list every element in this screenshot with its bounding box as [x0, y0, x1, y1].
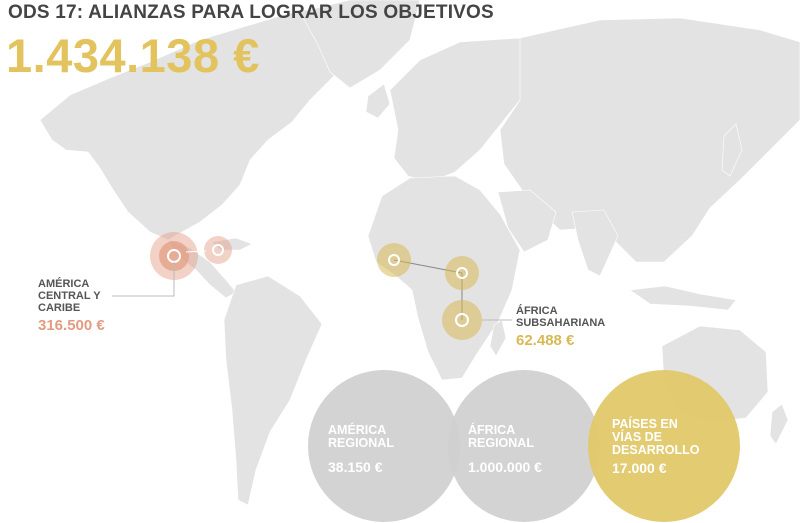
america-central-inner-ring [159, 241, 189, 271]
uk-landmass [365, 83, 391, 119]
america-central-label-line-1: AMÉRICA [38, 278, 90, 290]
america-central-label: AMÉRICA CENTRAL Y CARIBE [38, 278, 101, 314]
south-america-landmass [223, 275, 323, 506]
paises-desarrollo-label: PAÍSES EN VÍAS DE DESARROLLO [612, 418, 700, 457]
paises-desarrollo-label-line-2: VÍAS DE [612, 430, 663, 444]
america-regional-value: 38.150 € [328, 459, 383, 475]
africa-markers [377, 243, 512, 340]
america-regional-label-line-1: AMÉRICA [328, 423, 387, 437]
africa-regional-value: 1.000.000 € [468, 459, 542, 475]
page-title: ODS 17: ALIANZAS PARA LOGRAR LOS OBJETIV… [8, 2, 494, 23]
africa-east-center [456, 267, 468, 279]
paises-desarrollo-label-line-1: PAÍSES EN [612, 417, 678, 431]
africa-subsahariana-label: ÁFRICA SUBSAHARIANA [516, 305, 605, 329]
north-america-landmass [39, 7, 381, 241]
japan-landmass [721, 123, 743, 177]
arabia-landmass [497, 189, 557, 253]
america-central-value: 316.500 € [38, 317, 105, 334]
america-regional-label: AMÉRICA REGIONAL [328, 424, 394, 450]
america-central-leader [112, 262, 175, 297]
africa-east-ring [445, 256, 479, 290]
new-zealand-landmass [769, 403, 789, 445]
asia-landmass [499, 17, 800, 263]
africa-regional-label-line-1: ÁFRICA [468, 423, 516, 437]
paises-desarrollo-label-line-3: DESARROLLO [612, 443, 700, 457]
africa-subsahariana-value: 62.488 € [516, 332, 575, 349]
total-amount: 1.434.138 € [6, 29, 260, 82]
africa-subsahariana-label-line-1: ÁFRICA [516, 305, 558, 317]
america-central-label-line-3: CARIBE [38, 302, 81, 314]
africa-west-ring [377, 243, 411, 277]
paises-desarrollo-value: 17.000 € [612, 460, 667, 476]
caribe-outer-ring [204, 236, 232, 264]
america-regional-label-line-2: REGIONAL [328, 436, 394, 450]
caribe-center [212, 244, 224, 256]
africa-regional-label-line-2: REGIONAL [468, 436, 534, 450]
india-landmass [571, 209, 619, 277]
paises-desarrollo-bubble [588, 370, 740, 522]
madagascar-landmass [489, 319, 507, 357]
africa-regional-bubble [448, 370, 600, 522]
africa-west-center [388, 254, 400, 266]
america-central-markers [112, 232, 232, 297]
europe-landmass [389, 37, 561, 183]
africa-subsahariana-label-line-2: SUBSAHARIANA [516, 317, 606, 329]
indonesia-landmass [629, 285, 737, 311]
africa-south-ring [442, 300, 482, 340]
greenland-landmass [299, 0, 421, 89]
america-central-label-line-2: CENTRAL Y [38, 290, 101, 302]
america-central-connector [185, 250, 207, 253]
africa-south-center [455, 313, 469, 327]
america-regional-bubble [308, 370, 460, 522]
africa-regional-label: ÁFRICA REGIONAL [468, 424, 534, 450]
